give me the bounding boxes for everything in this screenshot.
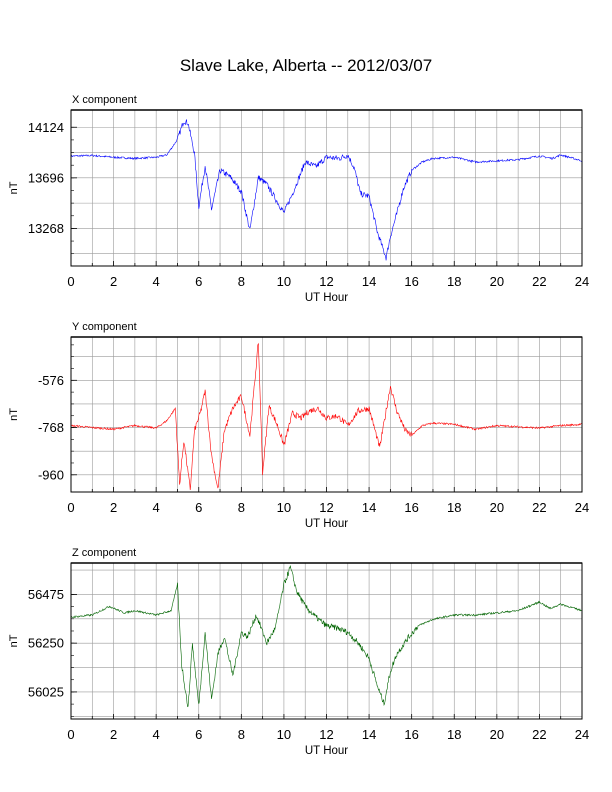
series-line — [70, 565, 583, 708]
y-tick-label: 13268 — [28, 221, 64, 236]
x-tick-label: 8 — [238, 500, 245, 515]
x-tick-label: 6 — [195, 727, 202, 742]
y-tick-label: -960 — [38, 467, 64, 482]
y-axis-label: nT — [8, 181, 20, 194]
panel-title: Z component — [72, 547, 136, 559]
x-tick-label: 4 — [153, 500, 160, 515]
x-tick-label: 10 — [277, 500, 291, 515]
x-tick-label: 8 — [238, 274, 245, 289]
x-tick-label: 0 — [67, 274, 74, 289]
x-tick-label: 10 — [277, 727, 291, 742]
x-tick-label: 8 — [238, 727, 245, 742]
page-title: Slave Lake, Alberta -- 2012/03/07 — [179, 56, 433, 75]
x-tick-label: 18 — [447, 500, 461, 515]
x-tick-label: 24 — [575, 500, 589, 515]
x-tick-label: 6 — [195, 274, 202, 289]
x-tick-label: 18 — [447, 727, 461, 742]
series-line — [70, 342, 583, 491]
x-tick-label: 12 — [319, 274, 333, 289]
x-tick-label: 4 — [153, 274, 160, 289]
y-axis-label: nT — [8, 634, 20, 647]
y-axis-label: nT — [8, 408, 20, 421]
x-tick-label: 14 — [362, 500, 376, 515]
y-tick-label: 56250 — [28, 636, 64, 651]
x-tick-label: 10 — [277, 274, 291, 289]
x-tick-label: 16 — [404, 274, 418, 289]
x-tick-label: 6 — [195, 500, 202, 515]
x-tick-label: 22 — [532, 274, 546, 289]
y-tick-label: -768 — [38, 420, 64, 435]
x-tick-label: 2 — [110, 500, 117, 515]
x-axis-label: UT Hour — [305, 518, 348, 530]
x-axis-label: UT Hour — [305, 745, 348, 757]
x-tick-label: 2 — [110, 274, 117, 289]
series-line — [70, 119, 583, 261]
x-tick-label: 0 — [67, 727, 74, 742]
x-tick-label: 0 — [67, 500, 74, 515]
x-tick-label: 16 — [404, 727, 418, 742]
x-tick-label: 22 — [532, 500, 546, 515]
x-tick-label: 14 — [362, 274, 376, 289]
x-tick-label: 12 — [319, 727, 333, 742]
x-tick-label: 4 — [153, 727, 160, 742]
y-tick-label: -576 — [38, 373, 64, 388]
x-tick-label: 14 — [362, 727, 376, 742]
x-tick-label: 12 — [319, 500, 333, 515]
y-tick-label: 56475 — [28, 587, 64, 602]
x-tick-label: 2 — [110, 727, 117, 742]
panel-title: X component — [72, 94, 137, 106]
x-tick-label: 20 — [490, 727, 504, 742]
y-tick-label: 13696 — [28, 170, 64, 185]
x-tick-label: 22 — [532, 727, 546, 742]
x-tick-label: 18 — [447, 274, 461, 289]
panel-title: Y component — [72, 321, 137, 333]
x-tick-label: 24 — [575, 727, 589, 742]
x-tick-label: 16 — [404, 500, 418, 515]
x-tick-label: 24 — [575, 274, 589, 289]
x-tick-label: 20 — [490, 274, 504, 289]
y-tick-label: 14124 — [28, 120, 64, 135]
x-tick-label: 20 — [490, 500, 504, 515]
y-tick-label: 56025 — [28, 684, 64, 699]
x-axis-label: UT Hour — [305, 292, 348, 304]
